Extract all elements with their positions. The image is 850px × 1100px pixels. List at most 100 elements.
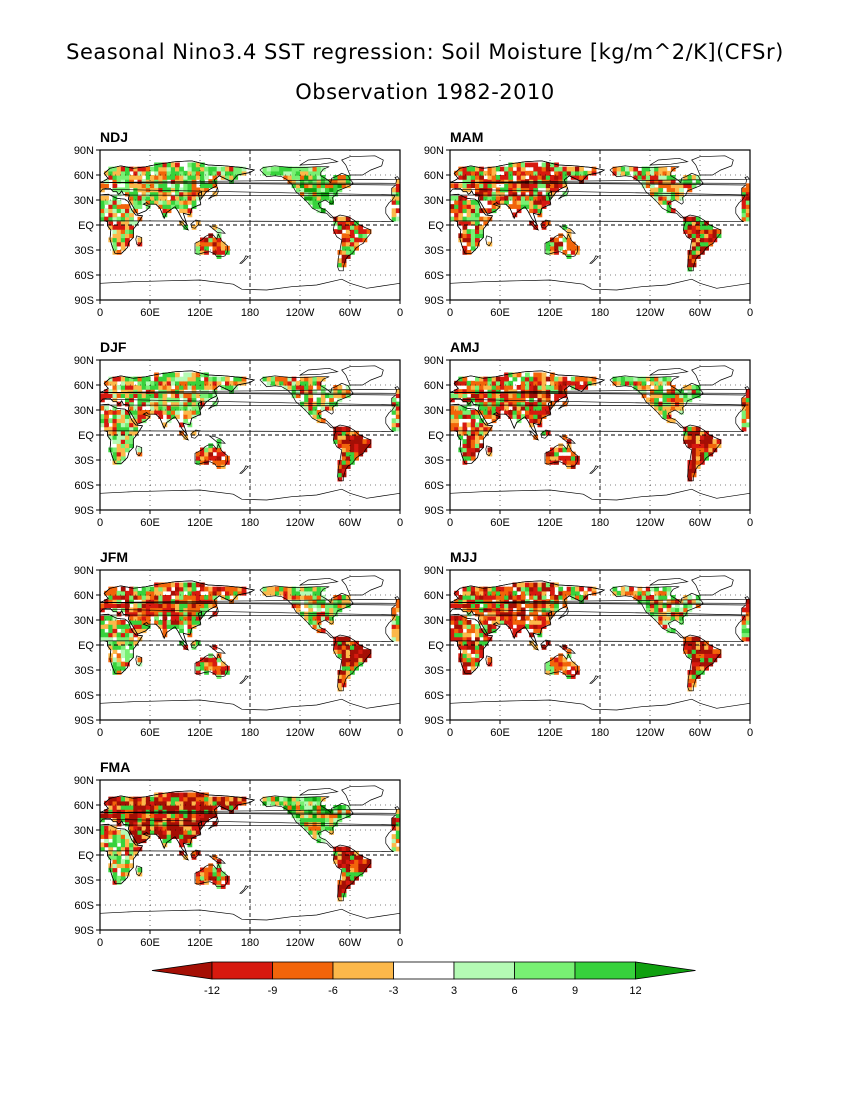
grid-cell [300,401,305,407]
grid-cell [216,447,222,453]
grid-cell [312,800,318,806]
grid-cell [129,653,134,659]
grid-cell [116,645,122,650]
grid-cell [162,204,168,209]
grid-cell [545,607,551,613]
grid-cell [670,405,676,411]
grid-cell [137,385,143,390]
grid-cell [537,405,543,411]
grid-cell [479,422,484,428]
grid-cell [170,401,176,407]
grid-cell [120,796,126,802]
grid-cell [741,410,747,415]
grid-cell [158,195,164,201]
grid-cell [341,389,347,394]
grid-cell [391,825,397,831]
coastline-greenland [341,575,384,596]
grid-cell [116,200,122,205]
grid-cell [166,175,172,180]
grid-cell [120,426,126,432]
grid-cell [354,640,359,646]
grid-cell [487,426,493,432]
grid-lines [450,150,750,300]
grid-cell [312,175,318,180]
grid-cell [462,595,468,600]
grid-cell [695,599,701,604]
grid-cell [462,397,468,403]
grid-cell [470,447,476,453]
grid-cell [466,603,472,609]
grid-cell [512,595,518,600]
grid-cell [525,405,530,411]
grid-cell [529,414,534,419]
grid-cell [345,455,351,461]
grid-cell [112,665,118,671]
grid-cell [325,809,330,814]
grid-cell [116,376,122,382]
grid-cell [458,380,464,386]
grid-cell [345,393,351,399]
grid-cell [204,170,209,176]
grid-cell [116,846,122,852]
grid-cell [333,599,339,604]
grid-cell [225,800,230,806]
coastlines [450,155,750,300]
grid-cell [629,166,634,172]
colorbar-swatch [574,961,636,980]
grid-cell [520,166,526,172]
grid-cell [316,624,322,629]
grid-cell [345,237,351,243]
grid-cell [566,237,572,243]
grid-cell [591,380,597,386]
grid-cell [141,805,147,810]
grid-cell [195,393,201,399]
grid-cell [308,389,314,394]
grid-cell [462,414,468,419]
grid-cell [454,603,459,609]
grid-cell [216,880,222,885]
grid-cell [562,455,568,461]
grid-cell [187,603,193,609]
grid-cell [337,859,343,864]
grid-cell [295,813,301,819]
grid-cell [395,825,400,831]
grid-cell [458,435,464,440]
grid-cell [187,825,193,831]
grid-cell [137,615,143,621]
grid-cell [675,599,680,604]
coastline-arctic_isl [649,577,689,586]
grid-cell [187,796,193,802]
grid-cell [462,657,468,663]
grid-cell [341,846,347,852]
grid-cell [616,166,622,172]
grid-cell [137,183,143,189]
grid-cell [350,661,355,667]
grid-cell [108,426,114,432]
grid-cell [345,426,351,432]
lat-tick-label: 90S [424,715,444,727]
grid-cell [225,175,230,180]
grid-cell [208,170,214,176]
grid-cell [125,225,130,230]
grid-cell [312,389,318,394]
grid-cell [670,183,676,189]
grid-cell [204,175,209,180]
grid-cell [395,830,400,835]
grid-cell [150,603,155,609]
grid-cell [141,376,147,382]
grid-cell [358,653,364,659]
lon-tick-label: 0 [447,517,453,529]
grid-cell [620,586,626,592]
grid-cell [112,380,118,386]
grid-cell [325,817,330,823]
grid-cell [175,595,180,600]
grid-cell [133,204,139,209]
grid-cell [554,166,559,172]
grid-cell [479,179,484,184]
grid-cell [129,410,134,415]
grid-cell [279,586,284,592]
lat-tick-label: 30N [424,195,444,207]
coastline-sumatra [528,640,540,651]
grid-cell [491,183,497,189]
grid-cell [129,595,134,600]
